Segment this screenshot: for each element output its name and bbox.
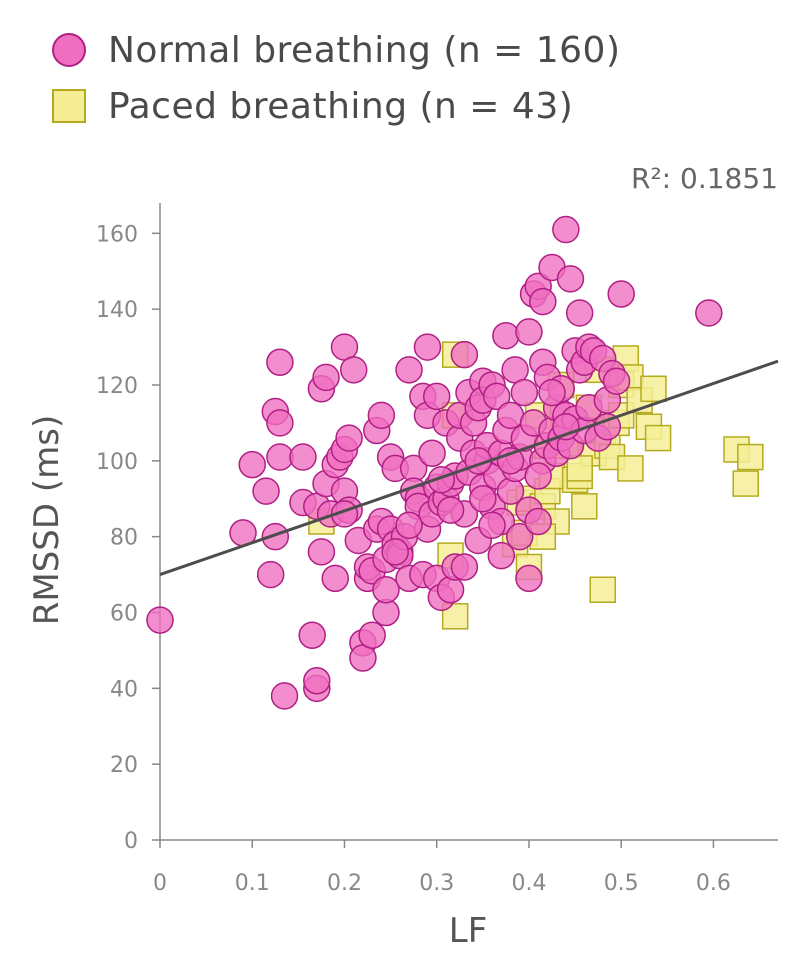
x-tick-label: 0.5: [604, 871, 639, 896]
normal-breathing-point: [358, 621, 386, 649]
regression-line: [159, 359, 779, 577]
normal-breathing-point: [695, 299, 723, 327]
normal-breathing-point: [238, 450, 266, 479]
normal-breathing-point: [252, 477, 280, 505]
normal-breathing-point: [602, 367, 631, 395]
normal-breathing-point: [510, 378, 539, 407]
x-tick-label: 0.4: [511, 871, 546, 896]
normal-breathing-point: [556, 265, 585, 293]
x-tick-label: 0.2: [327, 871, 362, 896]
normal-breathing-point: [487, 541, 516, 570]
paced-breathing-point: [644, 424, 672, 452]
normal-breathing-point: [289, 443, 317, 471]
x-axis-title: LF: [449, 911, 488, 951]
normal-breathing-point: [270, 682, 299, 710]
normal-breathing-point: [436, 496, 465, 524]
axes: 0 20 40 60 80 100 120 140 160 0 0.1 0.2 0.3 0.4 0.5 0.6: [96, 203, 778, 896]
normal-breathing-point: [515, 318, 543, 346]
x-tick-label: 0.3: [419, 871, 454, 896]
y-tick-label: 80: [110, 526, 138, 551]
data-points: [146, 215, 764, 710]
normal-breathing-point: [593, 412, 622, 441]
y-tick-label: 120: [96, 374, 138, 399]
normal-breathing-point: [367, 401, 396, 430]
x-tick-label: 0.1: [235, 871, 270, 896]
x-tick-label: 0.6: [696, 871, 731, 896]
normal-breathing-point: [478, 511, 506, 540]
legend-label-normal: Normal breathing (n = 160): [108, 29, 621, 71]
legend-item-paced[interactable]: Paced breathing (n = 43): [52, 78, 620, 134]
normal-breathing-point: [335, 424, 363, 452]
y-axis-title: RMSSD (ms): [27, 415, 67, 625]
y-tick-label: 0: [124, 829, 138, 854]
legend-label-paced: Paced breathing (n = 43): [108, 85, 574, 127]
normal-breathing-point: [492, 321, 520, 350]
y-tick-label: 160: [96, 222, 138, 247]
normal-breathing-point: [538, 378, 566, 407]
regression-layer: [159, 359, 779, 577]
normal-breathing-point: [505, 522, 534, 551]
normal-breathing-point: [515, 564, 543, 593]
r-squared-annotation: R²: 0.1851: [631, 162, 778, 195]
normal-breathing-point: [395, 356, 423, 384]
normal-breathing-point: [607, 280, 635, 308]
paced-breathing-point: [737, 443, 764, 471]
normal-breathing-point: [482, 382, 511, 411]
normal-breathing-point: [339, 356, 368, 384]
normal-breathing-point: [266, 409, 294, 437]
normal-breathing-point: [565, 299, 594, 327]
normal-breathing-point: [524, 507, 552, 536]
normal-breathing-point: [450, 340, 479, 369]
normal-breathing-point: [436, 576, 465, 604]
normal-breathing-point: [312, 363, 340, 392]
y-tick-label: 60: [110, 602, 138, 627]
legend-item-normal[interactable]: Normal breathing (n = 160): [52, 22, 620, 78]
paced-breathing-point: [640, 375, 667, 403]
x-tick-label: 0: [153, 871, 167, 896]
normal-breathing-point: [496, 401, 525, 430]
normal-breathing-point: [395, 511, 423, 540]
normal-breathing-point: [450, 553, 479, 581]
y-tick-label: 40: [110, 677, 138, 702]
normal-breathing-point: [146, 606, 174, 634]
normal-breathing-point: [552, 215, 580, 244]
paced-breathing-point: [732, 470, 759, 497]
normal-breathing-point: [307, 538, 336, 566]
normal-breathing-point: [469, 485, 497, 513]
y-tick-label: 100: [96, 450, 138, 475]
y-tick-label: 140: [96, 298, 138, 323]
normal-breathing-point: [321, 564, 350, 593]
paced-breathing-point: [441, 603, 469, 630]
normal-breathing-point: [298, 621, 326, 649]
normal-breathing-point: [266, 443, 294, 471]
paced-breathing-point: [566, 455, 593, 482]
paced-breathing-point: [617, 455, 644, 482]
normal-breathing-point: [372, 576, 400, 604]
paced-breathing-point: [589, 576, 616, 603]
y-tick-label: 20: [110, 753, 138, 778]
normal-breathing-point: [303, 667, 331, 695]
normal-breathing-point: [524, 462, 552, 490]
normal-breathing-point: [261, 522, 290, 551]
normal-breathing-point: [529, 287, 557, 316]
normal-breathing-point: [381, 538, 409, 566]
normal-breathing-point: [266, 348, 294, 376]
normal-breathing-point: [256, 560, 285, 589]
paced-breathing-point: [571, 493, 598, 520]
normal-breathing-point: [413, 333, 442, 361]
normal-breathing-point: [427, 466, 456, 494]
normal-breathing-point: [418, 439, 446, 467]
normal-breathing-point: [422, 382, 451, 411]
legend: Normal breathing (n = 160) Paced breathi…: [52, 22, 620, 134]
legend-square-marker: [52, 89, 86, 123]
legend-circle-marker: [52, 33, 86, 67]
